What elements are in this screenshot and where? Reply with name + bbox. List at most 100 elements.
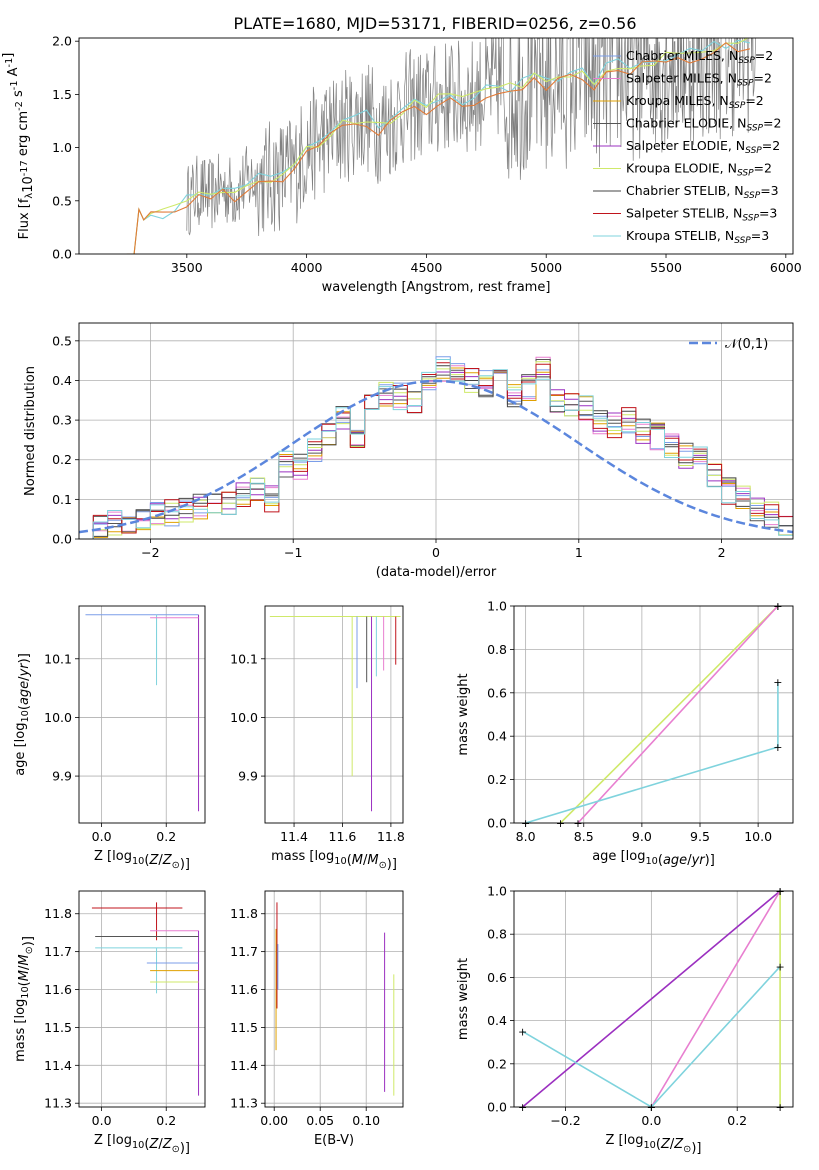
weight-marker: + [773,600,782,613]
y-tick-label: 11.6 [44,982,72,997]
x-tick-label: 10.0 [744,829,772,844]
y-tick-label: 11.7 [44,944,72,959]
y-tick-label: 1.0 [487,884,507,899]
axes-frame [78,37,794,255]
y-tick-label: 10.1 [44,651,72,666]
y-tick-label: 0.2 [487,772,507,787]
plot-area-mass-vs-EBV [275,902,395,1096]
y-tick-label: 0.4 [487,1013,507,1028]
y-tick-label: 10.1 [230,651,258,666]
y-tick-label: 1.0 [487,599,507,614]
weight-marker: + [647,1101,656,1114]
x-axis-label: Z [log10(Z/Z⊙)] [94,1133,190,1156]
x-tick-label: 1 [575,545,583,560]
x-tick-label: 11.8 [377,829,405,844]
gaussian-curve [79,379,793,534]
panel-age-vs-mass: 11.4 11.6 11.8 9.9 10.0 10.1 mass [log10(M/M⊙)… [230,605,405,872]
legend-entry: Salpeter MILES, NSSP=2 [626,71,772,89]
x-tick-label: 2 [718,545,726,560]
y-tick-label: 11.7 [230,944,258,959]
y-tick-label: 0.5 [52,333,72,348]
x-tick-label: 8.5 [574,829,594,844]
axes-frame [513,890,794,1108]
weight-marker: + [776,961,785,974]
y-tick-label: 11.5 [44,1020,72,1035]
weight-marker: + [773,741,782,754]
y-tick-label: 11.4 [230,1058,258,1073]
y-axis-label: mass weight [456,673,471,755]
weight-line [577,606,779,823]
x-tick-label: 0.0 [92,829,112,844]
legend-entry: Chabrier ELODIE, NSSP=2 [626,116,781,134]
y-tick-label: 0.0 [487,816,507,831]
x-tick-label: 5500 [650,260,682,275]
x-tick-label: 0.0 [641,1113,661,1128]
panel-mass-vs-Z: 0.0 0.2 11.3 11.4 11.5 11.6 11.7 11.8 Z [log10(Z… [13,890,206,1156]
axes-frame [78,605,206,824]
weight-marker: + [773,600,782,613]
axes-frame [264,890,404,1108]
x-tick-label: 5000 [530,260,562,275]
legend-entry: 𝒩(0,1) [725,337,768,352]
y-tick-label: 1.5 [52,87,72,102]
y-axis-label: mass weight [456,958,471,1040]
plot-area-massweight-vs-Z [522,891,781,1107]
y-axis-label: mass [log10(M/M⊙)] [13,936,36,1062]
x-tick-label: 9.0 [632,829,652,844]
weight-marker: + [773,676,782,689]
y-tick-label: 0.6 [487,685,507,700]
x-tick-label: 0.0 [92,1113,112,1128]
weight-marker: + [776,885,785,898]
y-tick-label: 11.8 [44,906,72,921]
legend-entry: Salpeter STELIB, NSSP=3 [626,206,777,224]
y-tick-label: 11.3 [44,1096,72,1111]
y-tick-label: 0.2 [52,452,72,467]
weight-line [525,682,779,823]
y-tick-label: 2.0 [52,34,72,49]
x-tick-label: 8.0 [516,829,536,844]
x-tick-label: 0 [432,545,440,560]
y-tick-label: 0.5 [52,193,72,208]
y-tick-label: 10.0 [230,710,258,725]
x-tick-label: 0.00 [260,1113,288,1128]
x-tick-label: −2 [141,545,159,560]
y-tick-label: 0.4 [487,729,507,744]
y-tick-label: 11.3 [230,1096,258,1111]
y-tick-label: 0.0 [52,247,72,262]
y-tick-label: 0.1 [52,492,72,507]
axes-frame [264,605,404,824]
x-tick-label: 3500 [171,260,203,275]
x-tick-label: 4500 [411,260,443,275]
plot-area-mass-vs-Z [91,902,200,1096]
x-tick-label: 11.6 [329,829,357,844]
panel-age-vs-Z: 0.0 0.2 9.9 10.0 10.1 Z [log10(Z/Z⊙)] age [log… [13,605,206,872]
axes-frame [78,890,206,1108]
weight-marker: + [521,817,530,830]
x-axis-label: E(B-V) [314,1133,354,1148]
legend-entry: Kroupa ELODIE, NSSP=2 [626,161,772,179]
y-tick-label: 9.9 [52,769,72,784]
y-tick-label: 0.2 [487,1056,507,1071]
weight-marker: + [776,1101,785,1114]
weight-marker: + [518,1101,527,1114]
plot-area-residuals [79,356,793,539]
y-tick-label: 0.0 [52,532,72,547]
weight-line [559,606,779,823]
y-tick-label: 11.4 [44,1058,72,1073]
x-tick-label: −1 [284,545,302,560]
panel-massweight-vs-age: 8.0 8.5 9.0 9.5 10.0 0.0 0.2 0.4 0.6 0.8 1.0 age [l… [456,599,794,868]
legend-entry: Chabrier STELIB, NSSP=3 [626,183,779,201]
weight-line [522,966,781,1107]
y-tick-label: 0.8 [487,642,507,657]
x-tick-label: 0.2 [727,1113,747,1128]
x-tick-label: 0.10 [352,1113,380,1128]
x-axis-label: mass [log10(M/M⊙)] [271,849,397,872]
spectrum-legend: Chabrier MILES, NSSP=2 Salpeter MILES, NS… [593,48,781,246]
spectrum-model-line [126,38,749,254]
y-tick-label: 0.0 [487,1100,507,1115]
plot-area-age-vs-Z [85,614,200,812]
weight-marker: + [776,885,785,898]
x-axis-label: (data-model)/error [376,565,497,580]
x-axis-label: Z [log10(Z/Z⊙)] [606,1133,702,1156]
weight-marker: + [776,885,785,898]
